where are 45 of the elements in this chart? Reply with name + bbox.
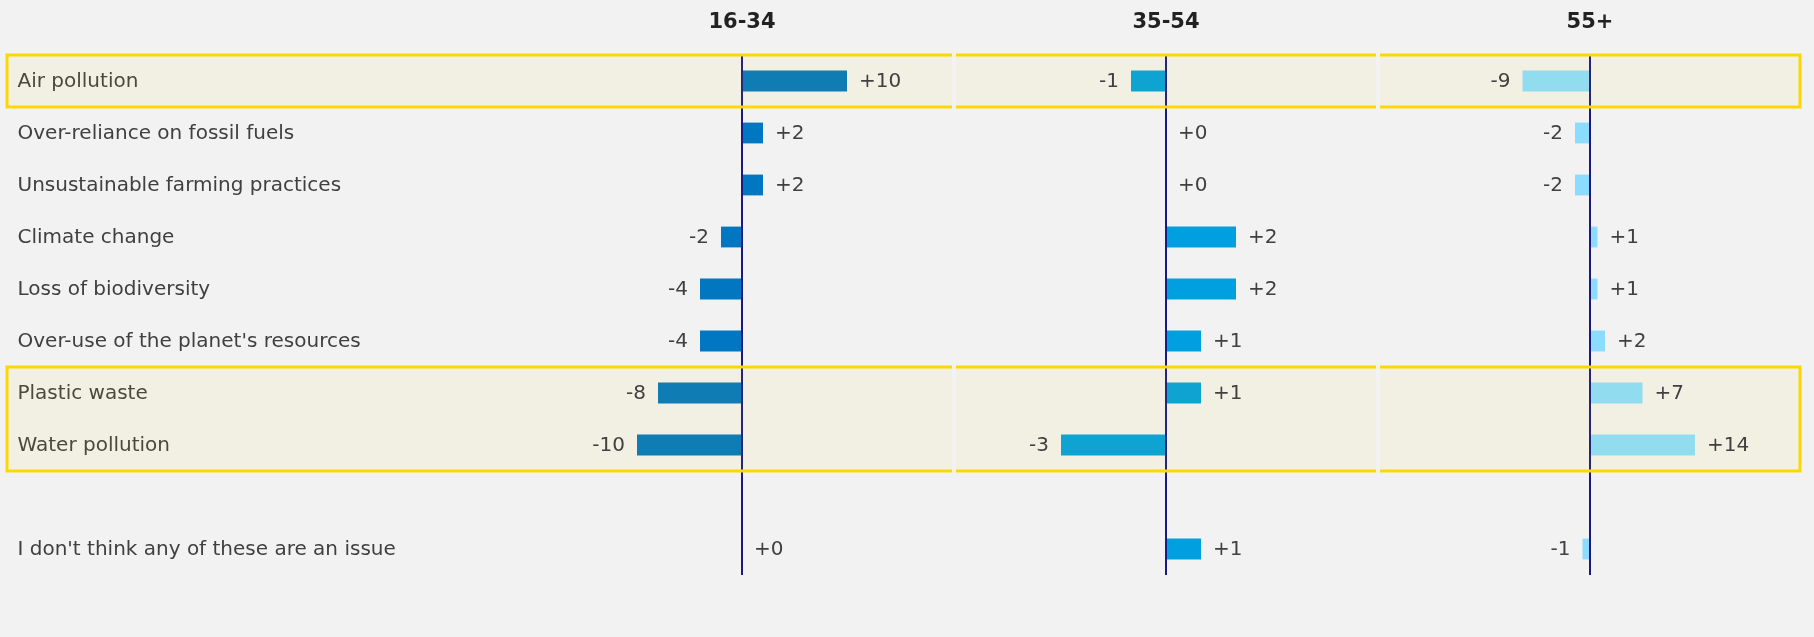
data-label: +0 [1178,172,1208,196]
data-label: -2 [1543,172,1563,196]
data-label: +2 [1248,224,1278,248]
data-label: -1 [1099,68,1119,92]
data-label: +2 [775,120,805,144]
y-tick-label: Unsustainable farming practices [17,172,342,196]
data-label: +1 [1213,328,1243,352]
data-label: -2 [689,224,709,248]
data-label: -3 [1029,432,1049,456]
data-label: +1 [1609,276,1639,300]
data-label: +0 [754,536,784,560]
y-tick-label: I don't think any of these are an issue [17,536,396,560]
y-tick-label: Over-reliance on fossil fuels [17,120,295,144]
chart-title: 35-54 [1132,8,1200,33]
bar [1575,174,1590,196]
y-tick-label: Plastic waste [17,380,148,404]
data-label: -4 [668,328,688,352]
data-label: +0 [1178,120,1208,144]
bar [1522,70,1590,92]
data-label: -2 [1543,120,1563,144]
data-label: +2 [775,172,805,196]
data-label: -4 [668,276,688,300]
y-tick-label: Water pollution [17,432,171,456]
bar [1590,330,1605,352]
y-tick-label: Loss of biodiversity [17,276,211,300]
bar [1590,434,1695,456]
data-label: -10 [592,432,625,456]
bar [1590,382,1643,404]
data-label: -1 [1550,536,1571,560]
y-tick-label: Climate change [17,224,175,248]
data-label: +7 [1654,380,1684,404]
data-label: +1 [1609,224,1639,248]
data-label: +2 [1248,276,1278,300]
chart-title: 55+ [1566,8,1614,33]
data-label: -8 [626,380,646,404]
y-tick-label: Over-use of the planet's resources [17,328,361,352]
data-label: +14 [1707,432,1750,456]
y-tick-label: Air pollution [17,68,139,92]
data-label: +1 [1213,380,1243,404]
data-label: +10 [859,68,902,92]
bar [1575,122,1590,144]
data-label: -9 [1490,68,1511,92]
data-label: +1 [1213,536,1243,560]
chart-title: 16-34 [708,8,776,33]
data-label: +2 [1617,328,1647,352]
